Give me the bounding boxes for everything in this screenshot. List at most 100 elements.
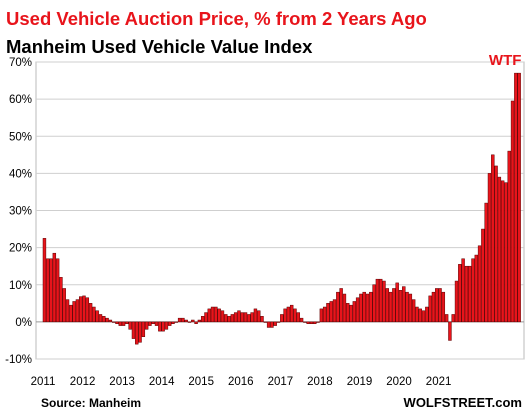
- bar: [240, 312, 244, 323]
- bar: [369, 291, 373, 323]
- bar: [286, 306, 291, 323]
- y-tick-label: 60%: [9, 94, 32, 106]
- bar: [319, 308, 324, 323]
- bar: [55, 258, 60, 323]
- chart-title: Used Vehicle Auction Price, % from 2 Yea…: [6, 8, 427, 29]
- bar: [144, 321, 149, 330]
- bar: [313, 321, 317, 324]
- bar: [194, 321, 198, 324]
- bar: [181, 317, 185, 323]
- bar: [444, 314, 449, 323]
- bar: [326, 303, 330, 323]
- bar: [474, 254, 479, 323]
- bar: [217, 308, 221, 323]
- bar: [164, 321, 169, 330]
- bar: [316, 321, 320, 323]
- bar: [158, 321, 162, 332]
- bar: [131, 321, 136, 339]
- bar: [339, 288, 343, 323]
- bar: [184, 319, 188, 323]
- bar: [461, 258, 465, 323]
- bar: [233, 312, 238, 323]
- bar: [454, 280, 459, 323]
- bar: [197, 319, 202, 323]
- bar: [402, 286, 406, 323]
- chart-subtitle: Manheim Used Vehicle Value Index: [6, 36, 313, 57]
- bar: [177, 317, 182, 323]
- bar: [517, 72, 521, 323]
- bar: [468, 265, 472, 323]
- bar: [187, 321, 192, 323]
- bar: [135, 321, 139, 345]
- bar: [405, 291, 409, 323]
- bar: [507, 150, 511, 323]
- bar: [510, 100, 515, 323]
- bar: [151, 321, 155, 324]
- y-tick-label: -10%: [5, 354, 32, 366]
- bar: [425, 306, 429, 323]
- bar: [504, 182, 508, 323]
- x-tick-label: 2014: [149, 376, 175, 388]
- bar: [497, 176, 502, 323]
- bar: [481, 228, 485, 323]
- bar: [332, 299, 337, 323]
- y-tick-label: 10%: [9, 280, 32, 292]
- bar: [276, 321, 281, 323]
- bar: [98, 314, 103, 323]
- bar: [214, 306, 218, 323]
- bar: [247, 314, 251, 323]
- bar: [346, 303, 350, 323]
- bar: [266, 321, 271, 328]
- x-axis-tick-labels: 2011 2012 2013 2014 2015 2016 2017 2018 2019 2020…: [31, 376, 452, 388]
- bar: [237, 310, 241, 323]
- bar: [411, 299, 416, 323]
- bar: [171, 321, 175, 324]
- bar: [379, 278, 383, 323]
- x-tick-label: 2017: [268, 376, 294, 388]
- bar: [69, 304, 73, 323]
- bar: [375, 278, 380, 323]
- bar: [42, 238, 47, 323]
- bar: [392, 288, 396, 323]
- bar: [79, 296, 83, 323]
- bar: [388, 291, 393, 323]
- bar: [115, 321, 119, 324]
- bar: [398, 290, 403, 323]
- bar: [105, 317, 109, 323]
- bar: [385, 288, 389, 323]
- bar: [250, 312, 254, 323]
- bar: [435, 288, 439, 323]
- bar: [372, 284, 376, 323]
- bar: [227, 316, 231, 323]
- bar: [500, 180, 505, 323]
- bar: [174, 321, 179, 323]
- bar: [322, 306, 327, 323]
- bar: [359, 293, 363, 323]
- bar: [408, 293, 413, 323]
- bar: [220, 310, 225, 323]
- bar: [491, 154, 495, 323]
- bar: [92, 306, 96, 323]
- bar: [362, 291, 366, 323]
- x-tick-label: 2013: [109, 376, 135, 388]
- bar: [111, 321, 116, 323]
- bar: [108, 319, 113, 323]
- bar: [273, 321, 277, 326]
- bar: [309, 321, 314, 324]
- bar: [82, 295, 86, 323]
- bar: [161, 321, 165, 332]
- bar: [336, 291, 340, 323]
- bar: [95, 310, 99, 323]
- bar: [415, 306, 419, 323]
- bar: [306, 321, 310, 324]
- bar: [395, 282, 399, 323]
- y-axis-tick-labels: -10% 0% 10% 20% 30% 40% 50% 60% 70%: [5, 57, 32, 366]
- bar: [75, 299, 80, 323]
- bars: [42, 72, 521, 345]
- bar: [487, 173, 492, 323]
- bar: [138, 321, 142, 343]
- bar: [204, 312, 208, 323]
- x-tick-label: 2015: [188, 376, 214, 388]
- bar: [471, 258, 475, 323]
